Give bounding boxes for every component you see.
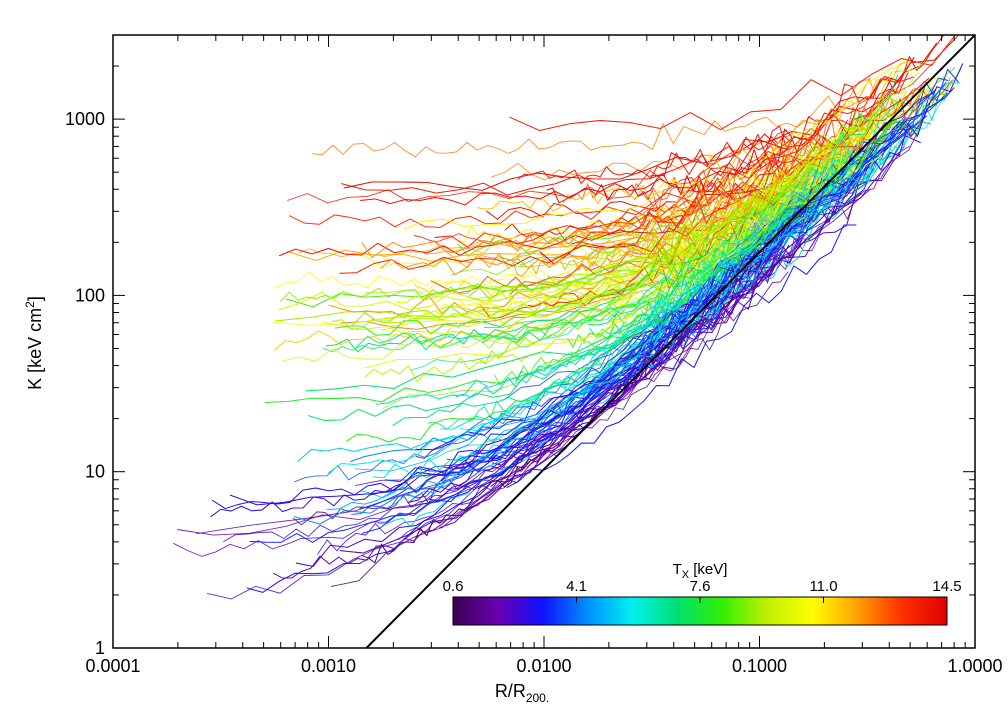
- profile-curve: [481, 118, 904, 344]
- profile-curve: [579, 133, 865, 272]
- profile-curve: [272, 244, 790, 579]
- profile-curve: [384, 93, 932, 483]
- profile-curve: [576, 105, 875, 213]
- x-tick-labels: 0.0001 0.0010 0.0100 0.1000 1.0000: [85, 656, 1002, 676]
- profile-curve: [407, 233, 804, 503]
- profile-curve: [211, 63, 964, 509]
- y-axis-label: K [keV cm2]: [23, 296, 45, 390]
- x-tick-label: 0.0001: [85, 656, 140, 676]
- y-tick-label: 1000: [65, 109, 105, 129]
- profile-curve: [407, 190, 816, 349]
- colorbar-tick-label: 0.6: [443, 578, 464, 595]
- profile-curve: [331, 147, 839, 331]
- colorbar-label: TX [keV]: [673, 561, 728, 581]
- profile-curve: [441, 146, 905, 470]
- profile-curve: [469, 95, 898, 302]
- profile-curve: [210, 224, 797, 518]
- colorbar-tick-labels: 0.6 4.1 7.6 11.0 14.5: [443, 578, 962, 595]
- y-tick-label: 100: [75, 285, 105, 305]
- profile-curve: [514, 185, 823, 383]
- colorbar: TX [keV] 0.6 4.1 7.6 11.0 14.5: [443, 561, 962, 626]
- profile-curve: [305, 177, 838, 392]
- profile-curve: [351, 129, 898, 515]
- profile-curve: [249, 152, 881, 543]
- profile-curve: [526, 242, 784, 468]
- y-tick-label: 1: [95, 638, 105, 658]
- colorbar-ticks: [452, 597, 948, 603]
- profile-curve: [341, 35, 959, 196]
- profile-curve: [344, 139, 787, 191]
- profile-curve: [486, 77, 893, 220]
- profile-curve: [372, 162, 873, 479]
- profile-curve: [211, 63, 964, 509]
- profile-curve: [360, 208, 814, 499]
- profile-curve: [364, 155, 882, 369]
- profile-curve: [293, 206, 802, 525]
- profile-curve: [355, 106, 915, 487]
- x-axis-label: R/R200.: [495, 681, 549, 705]
- profile-curve: [398, 131, 919, 541]
- profile-curve: [457, 116, 906, 476]
- profile-curve: [346, 207, 791, 443]
- profile-curve: [434, 76, 915, 248]
- profile-curve: [477, 141, 810, 249]
- x-axis-ticks: [112, 35, 976, 648]
- colorbar-tick-label: 7.6: [690, 578, 711, 595]
- colorbar-tick-label: 14.5: [932, 578, 961, 595]
- y-tick-label: 10: [85, 462, 105, 482]
- profile-curve: [638, 202, 814, 356]
- profile-curve: [297, 189, 838, 463]
- plot-frame: [112, 34, 976, 649]
- profile-curve: [477, 192, 863, 490]
- profile-curve: [280, 182, 792, 302]
- x-tick-label: 0.0100: [516, 656, 571, 676]
- colorbar-tick-label: 11.0: [809, 578, 837, 595]
- profile-curve: [295, 194, 830, 567]
- profile-curve: [274, 96, 936, 289]
- profile-curve: [403, 61, 909, 230]
- x-tick-label: 0.0010: [301, 656, 356, 676]
- profile-curve: [246, 113, 924, 593]
- profile-curve: [312, 77, 891, 158]
- profile-curve: [395, 154, 843, 306]
- reference-line: [365, 35, 975, 648]
- profile-curve: [457, 150, 840, 243]
- profile-curve: [334, 107, 886, 336]
- profile-curve: [506, 224, 857, 489]
- profile-curve: [628, 158, 841, 336]
- profile-curve: [380, 90, 907, 335]
- profile-curve: [355, 160, 865, 351]
- profile-curve: [307, 165, 847, 421]
- profile-curve: [429, 133, 879, 502]
- profile-curve: [528, 198, 785, 307]
- profile-curve: [360, 56, 915, 206]
- profile-curve: [509, 35, 956, 131]
- y-axis-ticks: [113, 34, 975, 649]
- colorbar-tick-label: 4.1: [566, 578, 587, 595]
- profile-curves: [173, 35, 964, 600]
- x-tick-label: 0.1000: [732, 656, 787, 676]
- profile-curve: [606, 61, 926, 325]
- profile-curve: [364, 130, 875, 323]
- y-tick-labels: 1 10 100 1000: [65, 109, 105, 658]
- profile-curve: [365, 68, 962, 296]
- x-tick-label: 1.0000: [947, 656, 1002, 676]
